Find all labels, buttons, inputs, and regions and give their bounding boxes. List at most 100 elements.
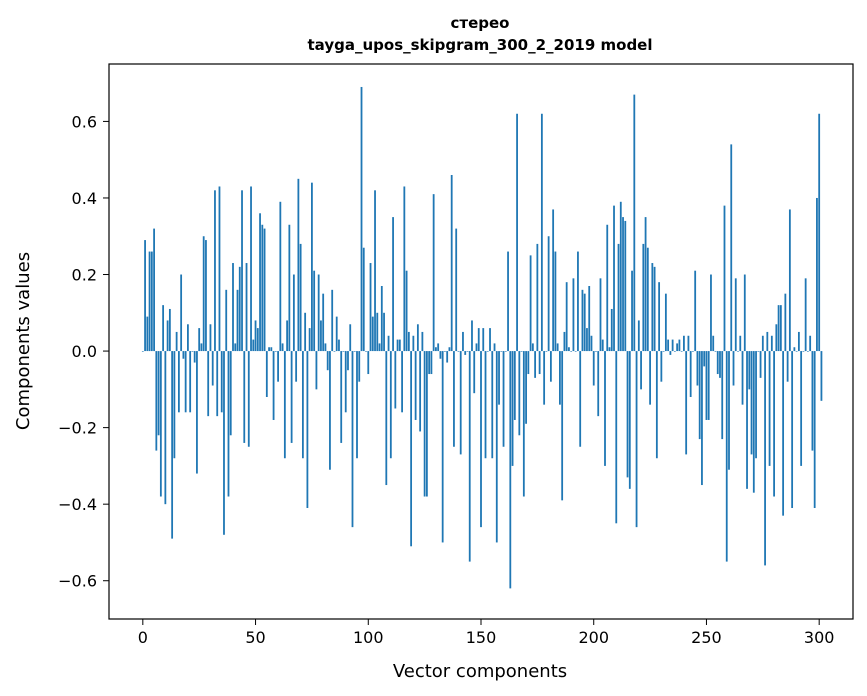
bar <box>416 324 419 352</box>
bar <box>450 175 453 352</box>
y-tick-label: −0.6 <box>58 572 97 591</box>
bar <box>788 209 791 352</box>
bar <box>820 351 823 401</box>
bar <box>759 351 762 378</box>
y-axis-label: Components values <box>13 252 34 430</box>
bar <box>288 224 291 352</box>
bar <box>574 351 577 352</box>
bar <box>439 351 442 359</box>
bar <box>807 351 809 352</box>
bar <box>432 194 435 352</box>
bar <box>268 347 270 352</box>
bar <box>782 351 785 516</box>
bar <box>737 351 739 352</box>
bar <box>189 351 192 413</box>
bar <box>207 351 210 417</box>
bar <box>259 213 261 352</box>
bar <box>412 335 415 352</box>
bar <box>437 343 440 352</box>
bar <box>547 236 550 352</box>
bar <box>626 351 629 478</box>
bar <box>728 351 730 470</box>
bar <box>723 205 726 352</box>
bar <box>338 339 340 352</box>
bar <box>423 351 426 497</box>
bar <box>252 339 255 352</box>
bar <box>383 312 385 352</box>
bar <box>660 351 663 382</box>
bar <box>211 351 214 386</box>
bar <box>198 328 201 352</box>
bar <box>150 251 153 352</box>
bar <box>256 328 259 352</box>
bar <box>344 351 347 413</box>
bar <box>430 351 433 375</box>
bar <box>685 351 688 455</box>
bar <box>642 243 645 352</box>
bar <box>410 351 413 547</box>
bar <box>356 351 358 459</box>
bar <box>414 351 417 420</box>
bar <box>619 201 622 352</box>
y-tick-label: 0.6 <box>72 112 97 131</box>
bar <box>444 351 446 352</box>
bar <box>599 278 602 352</box>
bar <box>351 351 354 528</box>
bar <box>371 316 374 352</box>
bar <box>804 278 807 352</box>
bar <box>365 351 367 352</box>
bar <box>333 351 336 352</box>
bar <box>606 224 609 352</box>
bar <box>464 351 467 355</box>
bar <box>637 320 640 352</box>
bar <box>457 351 460 352</box>
bar <box>502 351 505 447</box>
bar <box>396 339 399 352</box>
bar <box>362 247 365 352</box>
bar <box>306 351 309 508</box>
bar <box>664 293 667 352</box>
bar <box>238 266 241 352</box>
x-tick-label: 150 <box>466 628 497 647</box>
bar <box>698 351 701 440</box>
bar <box>193 351 196 363</box>
bar <box>214 190 216 352</box>
bar <box>220 351 223 413</box>
bar <box>471 320 473 352</box>
bar <box>800 351 803 466</box>
bar <box>144 240 146 352</box>
bar <box>597 351 600 417</box>
bar <box>180 274 183 352</box>
bar <box>313 270 316 352</box>
bar <box>779 305 782 352</box>
bar <box>725 351 728 562</box>
bar <box>658 282 661 352</box>
bar <box>315 351 318 390</box>
bar <box>146 316 149 352</box>
bar <box>768 351 771 466</box>
bar <box>455 228 458 352</box>
bar <box>816 197 818 352</box>
bar <box>398 339 401 352</box>
x-tick-label: 200 <box>578 628 609 647</box>
bar <box>153 228 155 352</box>
bar <box>622 217 624 352</box>
bar <box>766 331 769 352</box>
bar <box>335 316 338 352</box>
bar <box>554 251 557 352</box>
bar <box>317 274 320 352</box>
chart-title: стерео <box>451 14 510 32</box>
bar <box>764 351 766 566</box>
bar <box>813 351 816 508</box>
plot-frame <box>108 63 854 620</box>
x-tick-label: 300 <box>804 628 835 647</box>
bar <box>182 351 185 359</box>
bar <box>750 351 753 455</box>
bar <box>613 205 615 352</box>
bar <box>549 351 552 382</box>
bar <box>425 351 428 497</box>
bar <box>559 351 561 405</box>
bar <box>741 351 744 405</box>
x-tick-label: 50 <box>245 628 265 647</box>
